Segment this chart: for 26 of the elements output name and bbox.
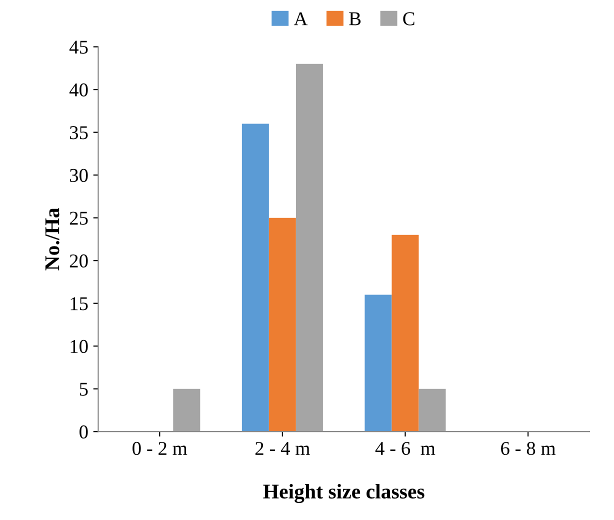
bar bbox=[392, 234, 419, 432]
x-axis-title: Height size classes bbox=[263, 484, 424, 504]
y-tick-label: 20 bbox=[70, 254, 88, 268]
legend-label: B bbox=[349, 12, 361, 26]
y-tick-label: 15 bbox=[70, 297, 88, 310]
x-tick-label: 2 - 4 m bbox=[255, 442, 310, 455]
y-tick-label: 25 bbox=[70, 212, 88, 225]
y-tick-label: 10 bbox=[70, 340, 88, 354]
bar bbox=[418, 388, 446, 432]
x-tick-label: 0 - 2 m bbox=[132, 442, 188, 456]
y-tick-label: 0 bbox=[80, 425, 88, 439]
y-tick-label: 40 bbox=[69, 83, 88, 96]
y-tick-label: 35 bbox=[70, 126, 88, 140]
y-tick-label: 30 bbox=[70, 168, 88, 182]
y-tick-label: 5 bbox=[80, 382, 88, 396]
bar bbox=[268, 218, 296, 432]
x-tick-label: 6 - 8 m bbox=[501, 442, 556, 456]
bar bbox=[364, 294, 392, 432]
y-axis-title: No./Ha bbox=[45, 208, 60, 270]
bar bbox=[173, 388, 200, 432]
legend-label: C bbox=[403, 12, 414, 26]
bar bbox=[296, 64, 323, 432]
legend-label: A bbox=[294, 12, 308, 26]
y-tick-label: 45 bbox=[69, 40, 88, 54]
x-tick-label: 4 - 6 m bbox=[375, 442, 436, 456]
bar bbox=[242, 124, 269, 432]
